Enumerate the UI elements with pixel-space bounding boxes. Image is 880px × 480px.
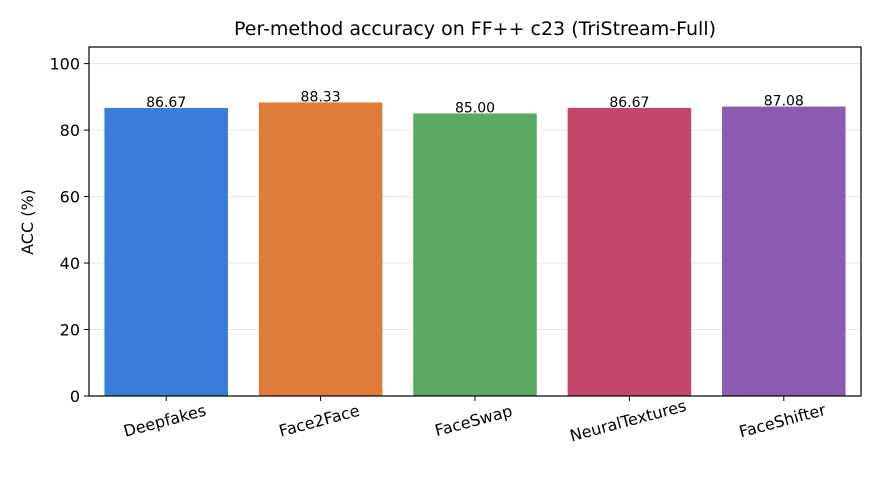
data-label: 88.33 xyxy=(301,89,341,105)
data-label: 86.67 xyxy=(146,95,186,111)
bar-deepfakes xyxy=(104,107,228,397)
data-label: 86.67 xyxy=(609,95,649,111)
data-label: 85.00 xyxy=(455,100,495,116)
x-axis-ticks: Deepfakes Face2Face FaceSwap NeuralTextures… xyxy=(122,396,828,445)
y-tick-label: 0 xyxy=(70,387,80,406)
x-tick-label: FaceSwap xyxy=(433,401,515,440)
y-tick-label: 100 xyxy=(49,55,80,74)
x-tick-label: Face2Face xyxy=(277,401,362,441)
x-tick-label: NeuralTextures xyxy=(568,396,689,445)
x-tick-label: FaceShifter xyxy=(737,400,828,441)
y-tick-label: 20 xyxy=(60,321,80,340)
bar-neuraltextures xyxy=(567,107,692,397)
y-tick-label: 80 xyxy=(60,121,80,140)
bar-face2face xyxy=(258,102,383,397)
data-labels: 86.67 88.33 85.00 86.67 87.08 xyxy=(146,89,804,116)
data-label: 87.08 xyxy=(764,94,804,110)
y-axis-ticks: 0 20 40 60 80 100 xyxy=(49,55,89,406)
bars xyxy=(104,102,846,397)
y-tick-label: 60 xyxy=(60,188,80,207)
y-tick-label: 40 xyxy=(60,254,80,273)
bar-faceswap xyxy=(413,113,537,396)
x-tick-label: Deepfakes xyxy=(122,401,209,441)
bar-faceshifter xyxy=(722,106,846,396)
y-axis-label: ACC (%) xyxy=(18,189,37,255)
chart-title: Per-method accuracy on FF++ c23 (TriStre… xyxy=(234,18,716,40)
